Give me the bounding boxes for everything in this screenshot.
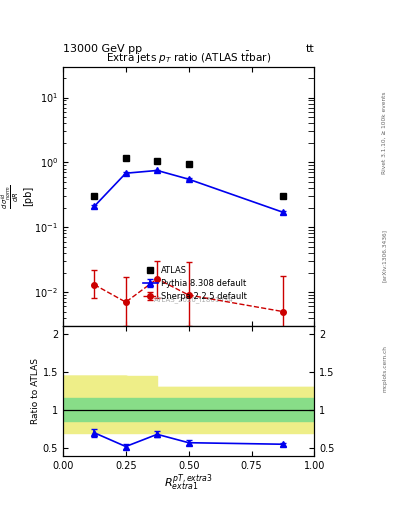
ATLAS xyxy=(281,193,285,199)
Y-axis label: Ratio to ATLAS: Ratio to ATLAS xyxy=(31,358,40,424)
Line: ATLAS: ATLAS xyxy=(91,155,286,200)
ATLAS xyxy=(123,155,128,161)
ATLAS xyxy=(92,193,97,199)
ATLAS xyxy=(155,158,160,164)
Text: 13000 GeV pp: 13000 GeV pp xyxy=(63,44,142,54)
X-axis label: $R^{pT,extra3}_{extra1}$: $R^{pT,extra3}_{extra1}$ xyxy=(164,472,213,493)
Legend: ATLAS, Pythia 8.308 default, Sherpa 2.2.5 default: ATLAS, Pythia 8.308 default, Sherpa 2.2.… xyxy=(143,266,247,301)
Text: ATLAS_2020_I1801434: ATLAS_2020_I1801434 xyxy=(154,296,233,304)
Y-axis label: $\frac{d\,\sigma^{id}_{norm}}{dR}$
[pb]: $\frac{d\,\sigma^{id}_{norm}}{dR}$ [pb] xyxy=(0,184,33,208)
ATLAS xyxy=(186,161,191,167)
Text: mcplots.cern.ch: mcplots.cern.ch xyxy=(382,345,387,392)
Text: [arXiv:1306.3436]: [arXiv:1306.3436] xyxy=(382,229,387,283)
Title: Extra jets $p_T$ ratio (ATLAS t$\bar{t}$bar): Extra jets $p_T$ ratio (ATLAS t$\bar{t}$… xyxy=(106,50,271,67)
Text: Rivet 3.1.10, ≥ 100k events: Rivet 3.1.10, ≥ 100k events xyxy=(382,92,387,175)
Text: tt: tt xyxy=(306,44,314,54)
